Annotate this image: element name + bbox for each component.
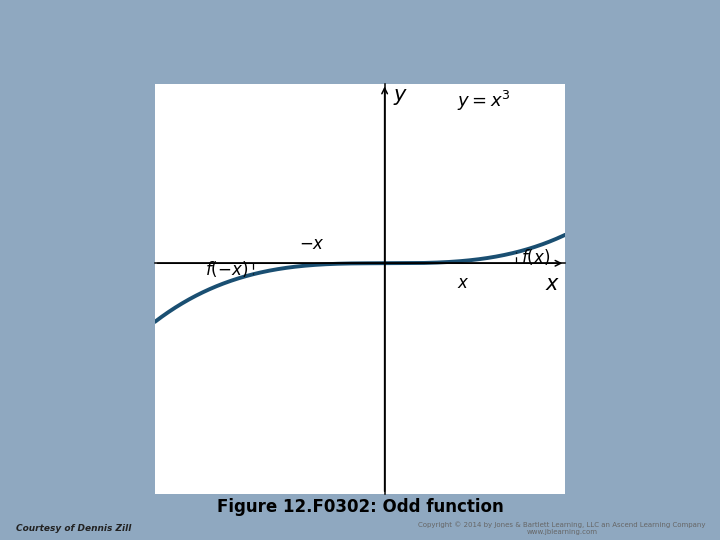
- Text: $y$: $y$: [393, 87, 408, 107]
- Text: $x$: $x$: [457, 275, 469, 292]
- Text: Courtesy of Dennis Zill: Courtesy of Dennis Zill: [16, 524, 131, 532]
- Text: $f(x)$: $f(x)$: [521, 247, 550, 267]
- Text: Figure 12.F0302: Odd function: Figure 12.F0302: Odd function: [217, 497, 503, 516]
- Text: Copyright © 2014 by Jones & Bartlett Learning, LLC an Ascend Learning Company
ww: Copyright © 2014 by Jones & Bartlett Lea…: [418, 521, 706, 535]
- Text: $f(-x)$: $f(-x)$: [205, 259, 248, 279]
- Text: $x$: $x$: [545, 275, 559, 294]
- Text: $y = x^3$: $y = x^3$: [457, 89, 510, 113]
- Text: $-x$: $-x$: [300, 236, 325, 253]
